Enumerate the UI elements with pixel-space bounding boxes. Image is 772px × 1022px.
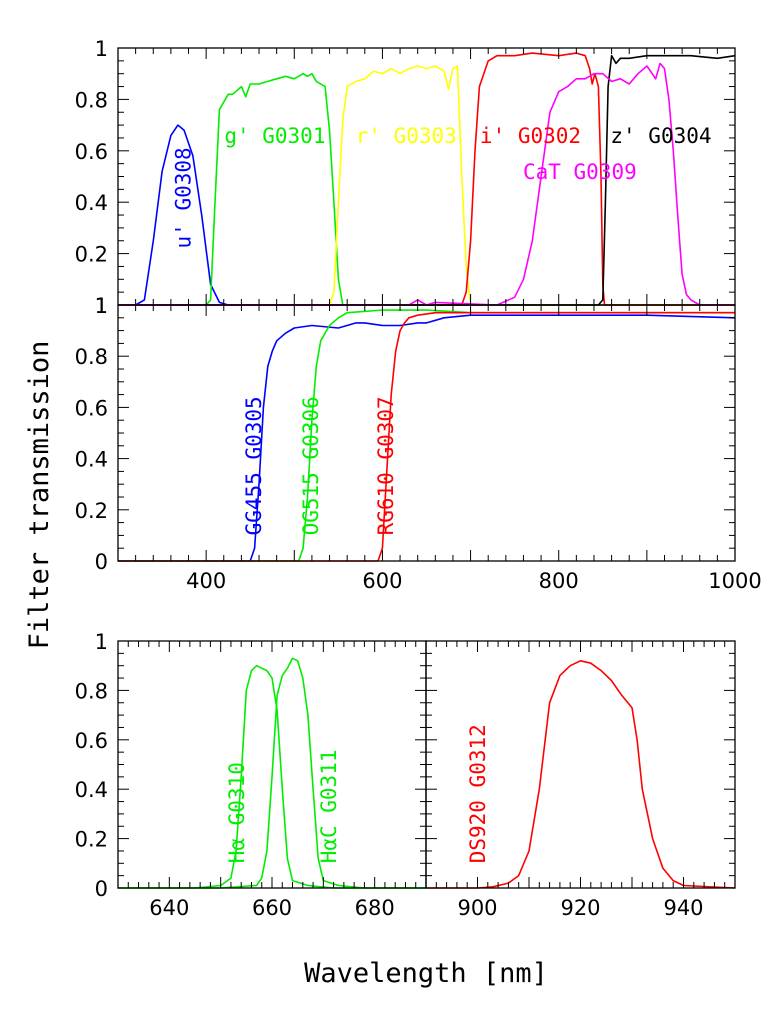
y-tick-label-broadband: 0.8 (75, 88, 108, 112)
series-line-broadband-5 (118, 62, 735, 306)
y-tick-label-halpha: 0.2 (75, 828, 108, 852)
x-tick-label-longpass: 600 (362, 569, 402, 593)
filter-label: r' G0303 (356, 124, 457, 148)
series-line-broadband-3 (118, 52, 735, 306)
x-tick-label-ds920: 920 (560, 896, 600, 920)
y-tick-label-longpass: 0.8 (75, 345, 108, 369)
filter-label: z' G0304 (610, 124, 711, 148)
panel-longpass: 400 600 800 1000 0 0.2 0.4 0.6 0.8 1 GG455 G0305 OG… (75, 294, 762, 593)
filter-label: GG455 G0305 (242, 396, 266, 535)
filter-label: i' G0302 (480, 124, 581, 148)
filter-label: OG515 G0306 (299, 396, 323, 535)
x-tick-label-halpha: 660 (252, 896, 292, 920)
series-line-halpha-1 (118, 657, 426, 889)
panel-ds920: 900 920 940 DS920 G0312 (425, 640, 736, 920)
y-tick-label-broadband: 1 (95, 37, 108, 61)
y-tick-label-broadband: 0.4 (75, 191, 108, 215)
x-axis-title: Wavelength [nm] (304, 958, 548, 989)
y-tick-label-broadband: 0.2 (75, 243, 108, 267)
plot-frame-longpass (117, 304, 736, 562)
filter-label: RG610 G0307 (374, 396, 398, 535)
panel-broadband: 0.2 0.4 0.6 0.8 1 1 u' G0308 g' G0301 r' G0303 i'… (75, 37, 736, 318)
y-tick-label-longpass: 0.4 (75, 448, 108, 472)
filter-label: g' G0301 (224, 124, 325, 148)
series-line-longpass-1 (118, 309, 735, 562)
y-axis-title: Filter transmission (24, 341, 55, 650)
x-tick-label-ds920: 900 (457, 896, 497, 920)
y-tick-label-longpass: 0 (95, 550, 108, 574)
filter-label: DS920 G0312 (466, 724, 490, 863)
y-tick-label-broadband: 1 (95, 294, 108, 318)
series-line-broadband-4 (118, 54, 736, 306)
series-line-longpass-2 (118, 311, 735, 562)
panel-halpha: 640 660 680 0 0.2 0.4 0.6 0.8 1 Hα G0310 HαC G0311 (75, 630, 427, 920)
series-line-broadband-2 (118, 65, 735, 306)
y-tick-label-broadband: 0.6 (75, 140, 108, 164)
y-tick-label-halpha: 1 (95, 630, 108, 654)
filter-label: u' G0308 (171, 147, 195, 248)
x-tick-label-longpass: 800 (539, 569, 579, 593)
y-tick-label-halpha: 0.6 (75, 729, 108, 753)
series-line-longpass-0 (118, 314, 736, 562)
y-tick-label-longpass: 0.6 (75, 396, 108, 420)
filter-label: Hα G0310 (225, 762, 249, 863)
filter-label: CaT G0309 (523, 160, 637, 184)
y-tick-label-halpha: 0.4 (75, 778, 108, 802)
series-line-ds920-0 (426, 660, 736, 889)
series-line-broadband-1 (118, 72, 735, 306)
series-line-halpha-0 (118, 664, 426, 889)
filter-label: HαC G0311 (317, 750, 341, 864)
x-tick-label-halpha: 680 (355, 896, 395, 920)
x-tick-label-halpha: 640 (149, 896, 189, 920)
y-tick-label-longpass: 1 (95, 294, 108, 318)
y-tick-label-halpha: 0.8 (75, 679, 108, 703)
plot-frame-broadband (117, 47, 736, 306)
x-tick-label-longpass: 400 (186, 569, 226, 593)
x-tick-label-longpass: 1000 (708, 569, 761, 593)
y-tick-label-halpha: 0 (95, 877, 108, 901)
x-tick-label-ds920: 940 (663, 896, 703, 920)
y-tick-label-longpass: 0.2 (75, 499, 108, 523)
series-line-broadband-0 (118, 124, 735, 306)
